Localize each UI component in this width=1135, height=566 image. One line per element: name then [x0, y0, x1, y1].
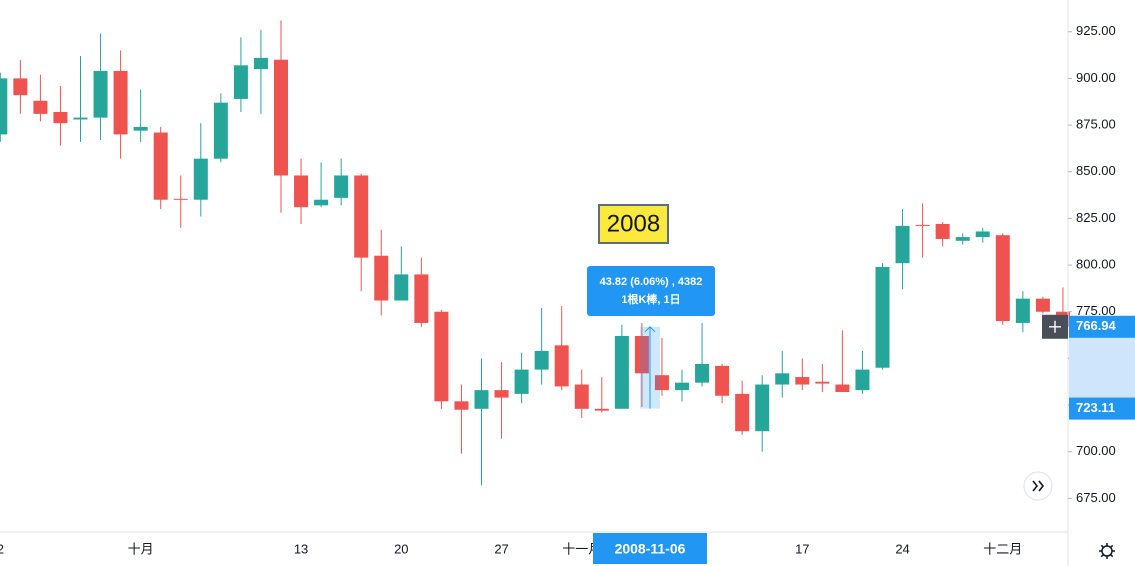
candle-body	[113, 70, 128, 135]
measure-arrowhead	[644, 326, 656, 333]
candle-body	[294, 175, 309, 208]
candle-body	[695, 364, 710, 383]
x-tick-label: 十二月	[983, 541, 1022, 556]
candle-body	[73, 117, 88, 120]
candle-body	[654, 375, 669, 391]
candle-body	[53, 112, 68, 124]
x-tick-label: 24	[895, 541, 909, 556]
candle-body	[173, 198, 188, 200]
candle-body	[795, 377, 810, 385]
candle-body	[955, 237, 970, 241]
settings-button[interactable]	[1099, 543, 1115, 559]
candle-body	[354, 175, 369, 258]
x-tick-label: 27	[494, 541, 508, 556]
crosshair-date-label: 2008-11-06	[615, 541, 686, 557]
crosshair-add-icon[interactable]	[1049, 320, 1061, 333]
candle-body	[634, 336, 649, 374]
x-tick-label: 13	[294, 541, 308, 556]
candle-body	[755, 384, 770, 432]
candle-body	[13, 78, 28, 96]
candle-body	[454, 401, 469, 410]
y-tick-label: 925.00	[1076, 23, 1116, 38]
candle-body	[975, 231, 990, 238]
x-tick-label: 2	[0, 541, 4, 556]
candle-body	[314, 199, 329, 206]
candle-body	[715, 365, 730, 396]
candle-body	[815, 381, 830, 384]
measure-label: 43.82 (6.06%) , 4382	[600, 276, 703, 288]
candle-body	[474, 390, 489, 409]
candle-body	[153, 132, 168, 200]
measure-axis-range	[1069, 326, 1135, 409]
y-tick-label: 775.00	[1076, 303, 1116, 318]
candle-body	[274, 59, 288, 176]
candle-body	[1015, 298, 1030, 323]
y-tick-label: 850.00	[1076, 163, 1116, 178]
candle-body	[835, 384, 850, 392]
candle-body	[414, 274, 429, 323]
candle-body	[0, 78, 8, 135]
price-label-to: 766.94	[1076, 318, 1117, 333]
candle-body	[935, 224, 950, 239]
candle-body	[915, 224, 930, 226]
candle-body	[614, 336, 629, 409]
candle-body	[93, 70, 108, 118]
candle-body	[855, 369, 870, 391]
candle-body	[394, 274, 409, 301]
x-tick-label: 十一月	[562, 541, 601, 556]
price-label-to-box	[1069, 315, 1135, 338]
candle-body	[434, 311, 449, 402]
candle-body	[594, 408, 609, 411]
candle-body	[133, 126, 148, 131]
y-tick-label: 675.00	[1076, 490, 1116, 505]
y-tick-label: 825.00	[1076, 210, 1116, 225]
candle-body	[995, 235, 1010, 322]
candle-body	[253, 57, 268, 70]
annotation-text: 2008	[607, 210, 660, 237]
scroll-icon[interactable]	[1032, 480, 1045, 492]
candle-body	[334, 175, 349, 198]
candle-body	[554, 345, 569, 387]
gear-teeth[interactable]	[1099, 543, 1115, 559]
candle-body	[895, 225, 910, 264]
crosshair-date-box	[593, 533, 707, 564]
candle-body	[494, 390, 509, 398]
annotation-box	[598, 204, 669, 244]
candle-body	[233, 65, 248, 99]
candle-body	[534, 350, 549, 370]
candle-body	[1035, 298, 1050, 312]
candle-body	[875, 266, 890, 368]
y-tick-label: 800.00	[1076, 257, 1116, 272]
price-label-from-box	[1069, 397, 1135, 420]
candle-body	[374, 255, 389, 301]
x-tick-label: 20	[394, 541, 408, 556]
candle-body	[213, 102, 228, 159]
candle-body	[735, 393, 750, 432]
x-tick-label: 17	[795, 541, 809, 556]
candle-body	[775, 373, 790, 385]
candle-body	[675, 382, 689, 391]
candle-body	[33, 100, 48, 114]
candle-body	[514, 369, 529, 394]
scroll-button[interactable]	[1023, 471, 1053, 501]
y-tick-label: 875.00	[1076, 117, 1116, 132]
x-tick-label: 十月	[128, 541, 154, 556]
y-tick-label: 700.00	[1076, 443, 1116, 458]
measure-sublabel: 1根K棒, 1日	[621, 292, 680, 306]
price-label-from: 723.11	[1076, 400, 1115, 415]
candle-body	[574, 384, 589, 409]
measure-tooltip	[587, 266, 715, 316]
candle-body	[193, 158, 208, 200]
y-tick-label: 900.00	[1076, 70, 1116, 85]
